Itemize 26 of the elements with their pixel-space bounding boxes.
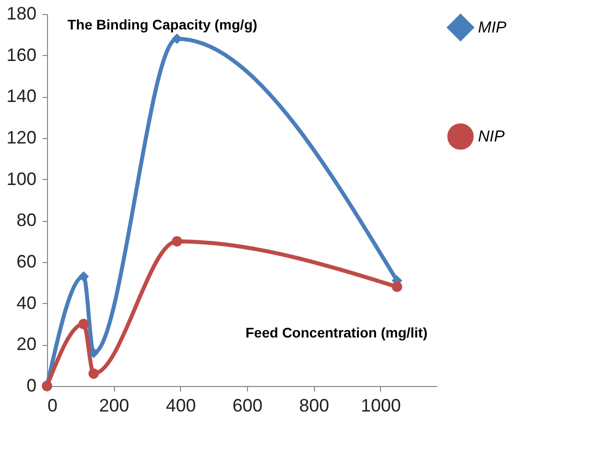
y-tick-label: 0: [26, 376, 36, 396]
point: [172, 236, 182, 247]
legend-label: MIP: [478, 20, 507, 36]
legend-label: NIP: [478, 128, 505, 146]
x-tick-label: 200: [99, 396, 130, 416]
y-tick-label: 40: [16, 292, 36, 313]
point: [78, 271, 89, 282]
y-tick-label: 120: [6, 128, 36, 148]
x-tick-label: 0: [48, 396, 58, 416]
y-tick-label: 80: [16, 210, 36, 230]
x-tick-label: 400: [166, 396, 196, 416]
x-axis-title: Feed Concentration (mg/lit): [246, 324, 428, 340]
y-tick-label: 160: [6, 44, 36, 65]
y-tick-label: 20: [16, 334, 36, 354]
point: [78, 318, 89, 330]
y-axis-title: The Binding Capacity (mg/g): [68, 16, 258, 32]
y-tick-label: 140: [6, 86, 36, 106]
x-tick-label: 800: [299, 396, 330, 416]
x-tick-label: 600: [232, 396, 263, 416]
point: [392, 282, 402, 292]
point: [88, 348, 99, 358]
y-tick-label: 60: [16, 252, 36, 272]
y-tick-label: 100: [6, 168, 36, 189]
x-tick-label: 1000: [360, 396, 401, 416]
y-tick-label: 180: [6, 4, 36, 24]
point: [88, 368, 99, 379]
